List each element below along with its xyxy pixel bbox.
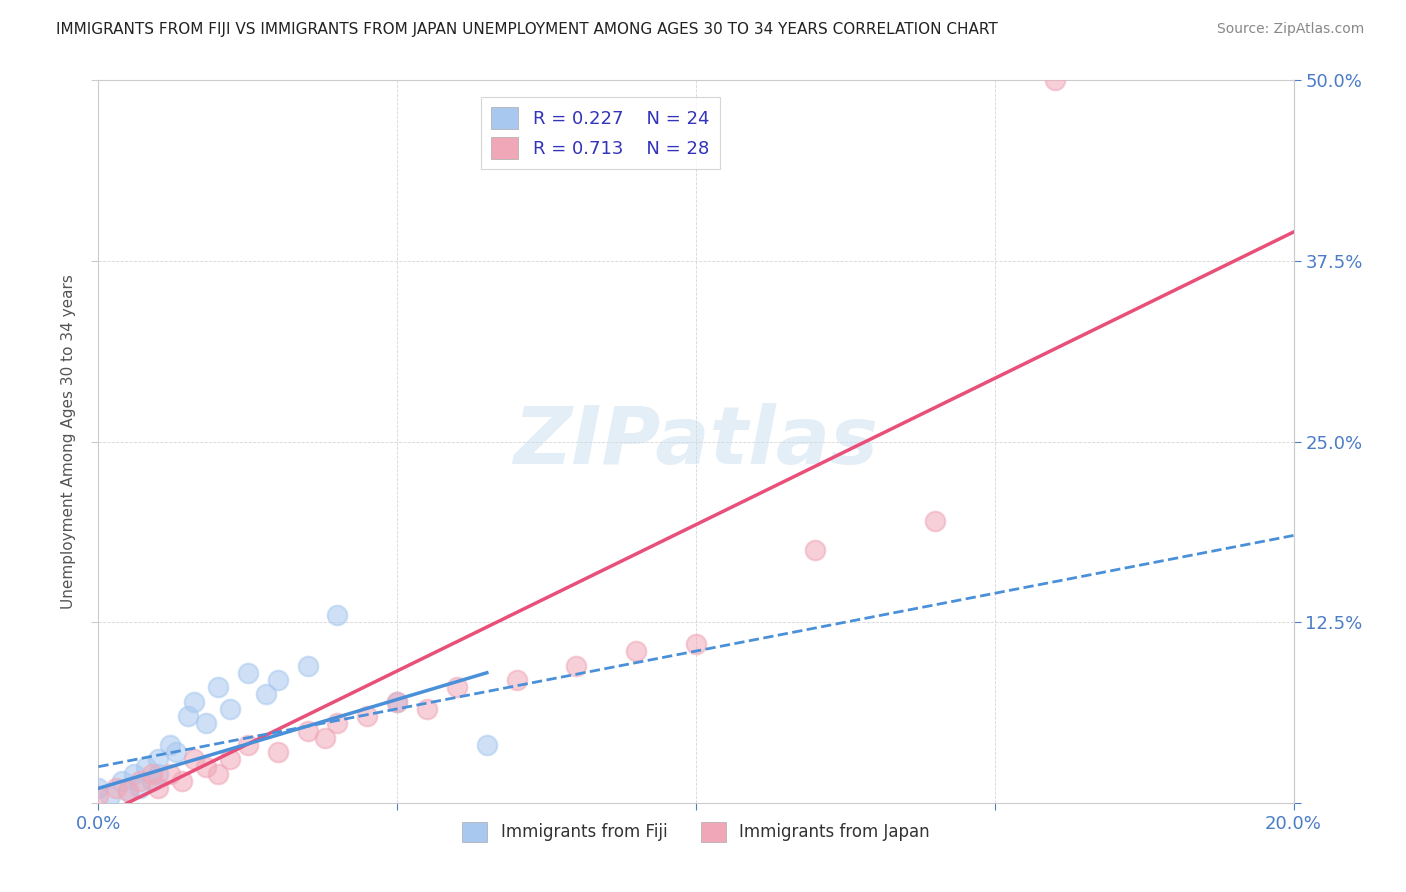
Point <box>236 738 259 752</box>
Point <box>475 738 498 752</box>
Point <box>326 607 349 622</box>
Point <box>207 680 229 694</box>
Point <box>446 680 468 694</box>
Point <box>804 542 827 557</box>
Text: Source: ZipAtlas.com: Source: ZipAtlas.com <box>1216 22 1364 37</box>
Point <box>117 784 139 798</box>
Point <box>297 658 319 673</box>
Y-axis label: Unemployment Among Ages 30 to 34 years: Unemployment Among Ages 30 to 34 years <box>60 274 76 609</box>
Point <box>172 774 194 789</box>
Point <box>506 673 529 687</box>
Point <box>159 767 181 781</box>
Point <box>105 781 128 796</box>
Point <box>183 752 205 766</box>
Point <box>267 745 290 759</box>
Point <box>326 716 349 731</box>
Point <box>236 665 259 680</box>
Point <box>267 673 290 687</box>
Point <box>385 695 409 709</box>
Point <box>183 695 205 709</box>
Point <box>254 687 277 701</box>
Point <box>297 723 319 738</box>
Point <box>565 658 588 673</box>
Point <box>87 781 110 796</box>
Point <box>195 716 218 731</box>
Point <box>195 760 218 774</box>
Point <box>356 709 378 723</box>
Point <box>385 695 409 709</box>
Point <box>98 789 122 803</box>
Point <box>416 702 439 716</box>
Point <box>148 752 170 766</box>
Point <box>129 774 152 789</box>
Point <box>315 731 337 745</box>
Point <box>1043 73 1066 87</box>
Point <box>219 752 242 766</box>
Point <box>207 767 229 781</box>
Point <box>87 789 110 803</box>
Point <box>124 767 146 781</box>
Point <box>141 774 163 789</box>
Point <box>177 709 200 723</box>
Point <box>111 774 134 789</box>
Point <box>165 745 187 759</box>
Point <box>159 738 181 752</box>
Text: IMMIGRANTS FROM FIJI VS IMMIGRANTS FROM JAPAN UNEMPLOYMENT AMONG AGES 30 TO 34 Y: IMMIGRANTS FROM FIJI VS IMMIGRANTS FROM … <box>56 22 998 37</box>
Point <box>129 781 152 796</box>
Point <box>626 644 648 658</box>
Point <box>219 702 242 716</box>
Point <box>924 514 946 528</box>
Point <box>141 767 163 781</box>
Point <box>135 760 157 774</box>
Point <box>685 637 707 651</box>
Point <box>148 781 170 796</box>
Point <box>117 784 139 798</box>
Point <box>148 767 170 781</box>
Text: ZIPatlas: ZIPatlas <box>513 402 879 481</box>
Legend: Immigrants from Fiji, Immigrants from Japan: Immigrants from Fiji, Immigrants from Ja… <box>456 815 936 848</box>
